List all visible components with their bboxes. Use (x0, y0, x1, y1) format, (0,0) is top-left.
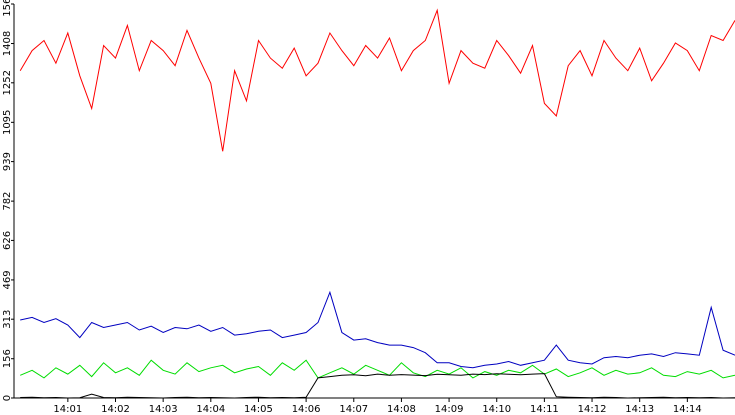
y-tick-label: 0 (2, 395, 13, 401)
series-line (20, 290, 735, 369)
x-tick-label: 14:14 (673, 404, 702, 415)
x-tick-label: 14:09 (435, 404, 464, 415)
x-tick-label: 14:05 (244, 404, 273, 415)
y-tick-label: 939 (2, 152, 13, 171)
y-tick-label: 782 (2, 192, 13, 211)
y-tick-label: 1408 (2, 31, 13, 56)
series-line (20, 373, 735, 399)
x-tick-label: 14:08 (387, 404, 416, 415)
y-tick-label: 626 (2, 231, 13, 250)
y-tick-label: 313 (2, 310, 13, 329)
x-tick-label: 14:02 (101, 404, 130, 415)
y-tick-label: 1095 (2, 110, 13, 135)
y-tick-label: 469 (2, 270, 13, 289)
x-tick-label: 14:04 (196, 404, 225, 415)
y-tick-label: 1565 (2, 0, 13, 17)
x-tick-label: 14:06 (292, 404, 321, 415)
x-tick-label: 14:03 (149, 404, 178, 415)
y-tick-label: 1252 (2, 70, 13, 95)
y-tick-label: 156 (2, 349, 13, 368)
x-tick-label: 14:10 (482, 404, 511, 415)
series-line (20, 359, 735, 379)
x-tick-label: 14:01 (53, 404, 82, 415)
x-tick-label: 14:11 (530, 404, 559, 415)
x-tick-label: 14:12 (578, 404, 607, 415)
x-tick-label: 14:07 (339, 404, 368, 415)
x-tick-label: 14:13 (625, 404, 654, 415)
series-line (19, 8, 735, 152)
